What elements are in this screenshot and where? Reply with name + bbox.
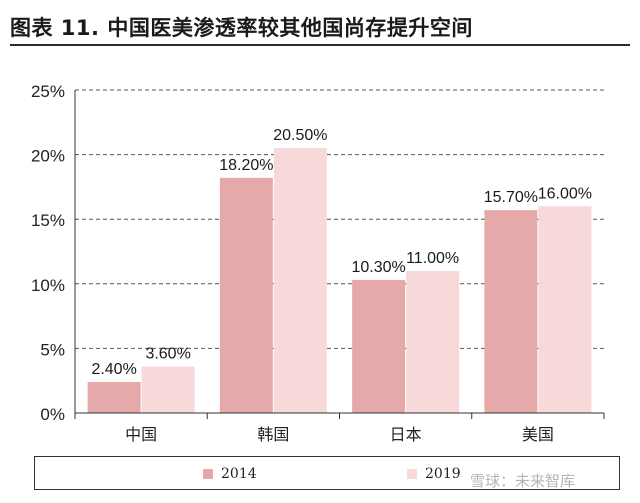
- legend: 2014 2019: [34, 456, 620, 490]
- bars: [87, 148, 592, 413]
- data-label-2014-2: 10.30%: [351, 259, 405, 276]
- x-tick-label: 日本: [390, 425, 422, 444]
- x-axis: 中国 韩国 日本 美国: [74, 412, 605, 444]
- bar-2014-3: [484, 210, 538, 413]
- y-tick-label: 15%: [31, 211, 65, 230]
- bar-chart: 2.40% 3.60% 18.20%20.50% 10.30%11.00% 15.70%…: [31, 82, 605, 444]
- x-tick-label: 韩国: [257, 425, 289, 444]
- data-label-2019-1: 20.50%: [273, 127, 327, 144]
- watermark-text: 雪球：未来智库: [470, 472, 576, 490]
- legend-swatch-2019: [407, 469, 417, 479]
- bar-2019-2: [406, 270, 460, 413]
- chart-title: 图表 11. 中国医美渗透率较其他国尚存提升空间: [10, 16, 473, 40]
- legend-swatch-2014: [203, 469, 213, 479]
- y-axis: 0% 5% 10% 15% 20% 25%: [31, 82, 76, 424]
- x-tick-label: 中国: [125, 425, 157, 444]
- legend-item-2019: 2019: [407, 466, 461, 482]
- title-divider: [10, 44, 630, 46]
- y-tick-label: 25%: [31, 82, 65, 101]
- bar-2019-0: [141, 366, 195, 413]
- bar-2014-0: [87, 381, 141, 413]
- data-label-2014-1: 18.20%: [219, 157, 273, 174]
- x-tick-label: 美国: [522, 425, 554, 444]
- data-label-2019-2: 11.00%: [406, 250, 459, 267]
- y-tick-label: 5%: [40, 340, 65, 359]
- data-label-2014-0: 2.40%: [91, 361, 136, 378]
- data-label-2014-3: 15.70%: [484, 189, 538, 206]
- y-tick-label: 20%: [31, 147, 65, 166]
- legend-label-2014: 2014: [221, 466, 257, 482]
- bar-2014-2: [352, 279, 406, 413]
- legend-item-2014: 2014: [203, 466, 257, 482]
- data-labels: 2.40% 3.60% 18.20%20.50% 10.30%11.00% 15.70%…: [91, 127, 592, 378]
- bar-2019-3: [538, 206, 592, 413]
- data-label-2019-0: 3.60%: [145, 345, 190, 362]
- y-tick-label: 0%: [40, 405, 65, 424]
- bar-2014-1: [219, 177, 273, 413]
- data-label-2019-3: 16.00%: [538, 185, 592, 202]
- bar-2019-1: [273, 148, 327, 413]
- y-tick-label: 10%: [31, 276, 65, 295]
- legend-label-2019: 2019: [425, 466, 461, 482]
